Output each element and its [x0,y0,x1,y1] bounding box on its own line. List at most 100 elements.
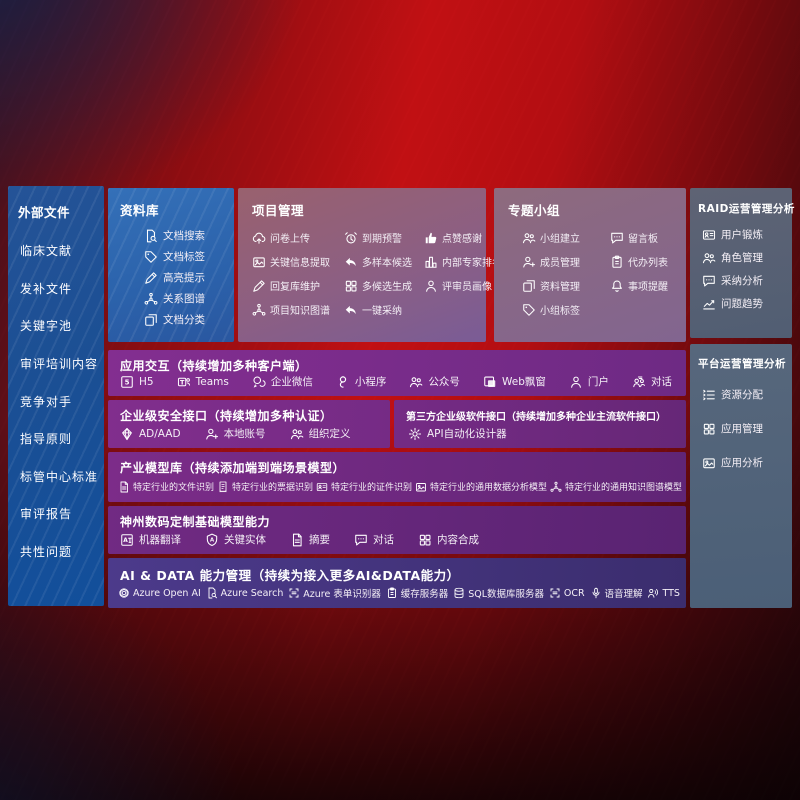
raid-items: 用户锻炼 角色管理 采纳分析 问题趋势 [698,227,792,311]
feature-item: 特定行业的通用数据分析模型 [415,480,547,493]
feature-label: API自动化设计器 [427,428,507,440]
grid-icon [702,422,716,436]
feature-label: 特定行业的文件识别 [133,483,215,493]
network-icon [144,292,158,306]
feature-item: 文档搜索 [144,228,234,243]
feature-item: Azure Search [206,587,284,599]
feature-item: AD/AAD [120,426,181,441]
feature-label: 特定行业的通用知识图谱模型 [564,483,682,493]
security-items: AD/AAD 本地账号 组织定义 [120,426,351,441]
receipt-icon [217,481,229,493]
feature-label: 内容合成 [437,534,479,546]
feature-label: 到期预警 [362,234,402,245]
feature-item: 特定行业的票据识别 [217,480,313,493]
list-item: 临床文献 [20,244,73,258]
panel-title: 项目管理 [252,203,305,218]
feature-item: 到期预警 [344,230,424,245]
feature-item: 回复库维护 [252,278,344,293]
panel-data-repository: 资料库 文档搜索 文档标签 高亮提示 关系图谱 文档分类 [108,188,234,342]
industry-items: 特定行业的文件识别 特定行业的票据识别 特定行业的证件识别 特定行业的通用数据分… [118,480,682,493]
feature-item: 项目知识图谱 [252,302,344,317]
people-icon [409,375,423,389]
speak-icon [647,587,659,599]
feature-label: 应用分析 [721,457,763,469]
feature-item: 资料管理 [522,278,610,293]
row-app-interaction: 应用交互（持续增加多种客户端） H5 Teams 企业微信 小程序 公众号 We… [108,350,686,396]
panel-external-files: 外部文件 临床文献 发补文件 关键字池 审评培训内容 竞争对手 指导原则 标管中… [8,186,104,606]
feature-label: 语音理解 [604,589,643,600]
feature-item: Teams [177,375,229,389]
alarm-icon [344,231,358,245]
panel-platform-analysis: 平台运营管理分析 资源分配 应用管理 应用分析 [690,344,792,608]
feature-label: 问题趋势 [721,298,763,310]
panel-topic-groups: 专题小组 小组建立 留言板 成员管理 代办列表 资料管理 事项提醒 小组标签 [494,188,686,342]
person-icon [569,375,583,389]
row-title: 应用交互（持续增加多种客户端） [120,359,308,373]
feature-label: 特定行业的票据识别 [231,483,313,493]
feature-item: API自动化设计器 [408,426,507,441]
feature-label: Azure Open AI [133,587,201,599]
feature-item: Web飘窗 [483,374,546,389]
row-title: 产业模型库（持续添加端到端场景模型） [120,461,346,475]
panel-title: RAID运营管理分析 [698,203,795,215]
feature-label: 用户锻炼 [721,229,763,241]
feature-label: 小组标签 [540,306,580,317]
clipboard-icon [610,255,624,269]
panel-title: 平台运营管理分析 [698,358,786,370]
feature-label: 对话 [373,534,394,546]
feature-item: 代办列表 [610,254,686,269]
row-title: AI & DATA 能力管理（持续为接入更多AI&DATA能力） [120,568,460,583]
feature-item: 文档标签 [144,249,234,264]
list-item: 审评培训内容 [20,356,99,371]
feature-item: 多候选生成 [344,278,424,293]
ocr-frame-icon [549,587,561,599]
row-ai-data-management: AI & DATA 能力管理（持续为接入更多AI&DATA能力） Azure O… [108,558,686,608]
copy-icon [522,279,536,293]
feature-label: H5 [139,375,154,388]
feature-item: 应用分析 [702,455,792,470]
people-icon [702,251,716,265]
feature-label: 本地账号 [223,428,266,440]
feature-item: 问题趋势 [702,296,792,311]
feature-item: 小组建立 [522,230,610,245]
basemodel-items: 机器翻译 关键实体 摘要 对话 内容合成 [120,532,479,547]
feature-item: 关键实体 [205,532,266,547]
chart-icon [702,297,716,311]
feature-label: 机器翻译 [139,534,181,546]
feature-item: 企业微信 [252,374,313,389]
feature-label: 内部专家排名 [442,258,502,269]
list-item: 共性问题 [20,545,73,559]
podium-icon [424,255,438,269]
feature-item: 对话 [632,374,672,389]
row-title: 第三方企业级软件接口（持续增加多种企业主流软件接口） [406,412,666,423]
chat-icon [610,231,624,245]
teams-icon [177,375,191,389]
row-base-models: 神州数码定制基础模型能力 机器翻译 关键实体 摘要 对话 内容合成 [108,506,686,554]
feature-label: 事项提醒 [628,282,668,293]
feature-item: H5 [120,375,154,389]
feature-item: 采纳分析 [702,273,792,288]
person-plus-icon [205,427,219,441]
feature-item: 对话 [354,532,394,547]
pen-icon [252,279,266,293]
repo-items: 文档搜索 文档标签 高亮提示 关系图谱 文档分类 [120,228,234,327]
feature-item: 内部专家排名 [424,254,502,269]
feature-label: Azure Search [220,587,284,599]
feature-label: 特定行业的证件识别 [330,483,412,493]
feature-item: 摘要 [290,532,330,547]
aidata-items: Azure Open AI Azure Search Azure 表单识别器 缓… [118,586,680,600]
gear-icon [408,427,422,441]
feature-item: 多样本候选 [344,254,424,269]
feature-label: 文档标签 [163,251,205,263]
image-icon [702,456,716,470]
feature-label: 摘要 [309,534,330,546]
feature-label: Web飘窗 [501,376,546,388]
feature-label: 文档搜索 [163,230,205,242]
feature-item: 本地账号 [205,426,266,441]
platform-items: 资源分配 应用管理 应用分析 [698,387,792,470]
feature-item: 用户锻炼 [702,227,792,242]
pen-icon [144,271,158,285]
feature-label: 应用管理 [721,423,763,435]
feature-item: 内容合成 [418,532,479,547]
html5-icon [120,375,134,389]
